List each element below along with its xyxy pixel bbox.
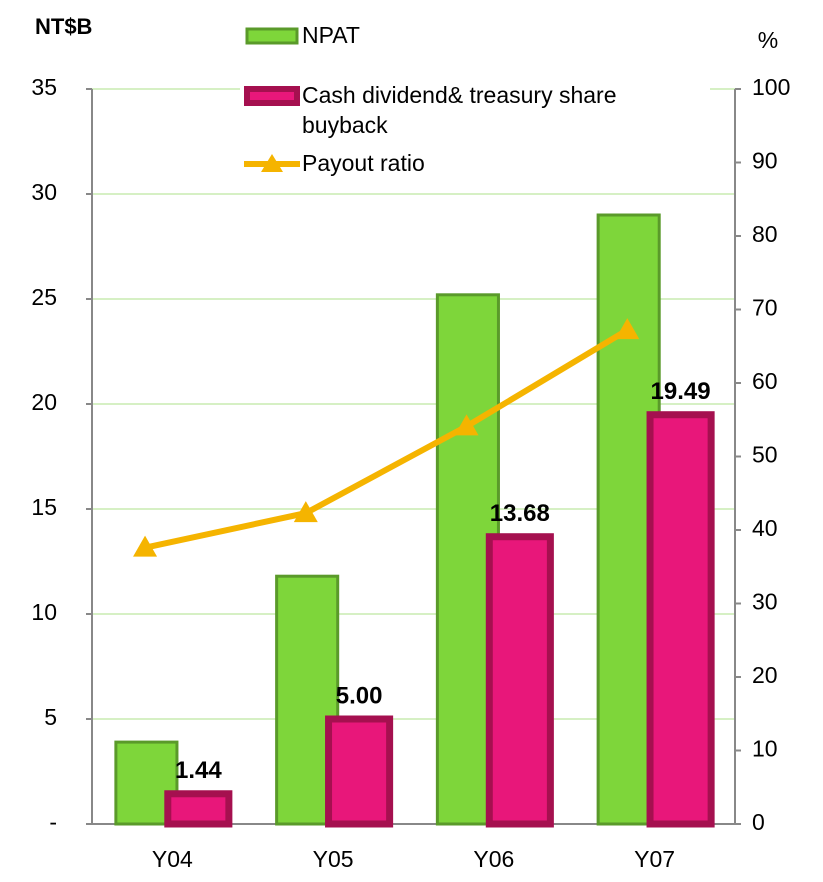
bar [325,715,394,828]
legend-swatch [244,154,300,172]
line-marker [133,535,158,557]
x-tick-label: Y04 [152,846,193,872]
legend-label: Cash dividend& treasury share buyback [302,82,617,138]
legend-label: Payout ratio [302,150,425,176]
line-marker [293,501,318,523]
bar [275,574,340,826]
data-label: 1.44 [175,757,222,784]
line [144,327,629,551]
data-label: 5.00 [336,682,383,709]
y-tick-label: 10 [31,599,57,625]
legend-item: Payout ratio [244,148,704,178]
data-label: 13.68 [490,500,550,527]
y2-tick-label: 50 [752,442,778,468]
y2-tick-label: 40 [752,515,778,541]
y2-tick-label: 0 [752,809,765,835]
legend-item: NPAT [244,20,704,50]
y-tick-label: 35 [31,74,57,100]
legend-item: Cash dividend& treasury share buyback [244,80,704,140]
y-tick-label: 5 [44,704,57,730]
x-tick-label: Y06 [473,846,514,872]
y-tick-label: - [49,809,57,835]
legend-swatch [245,27,299,45]
y2-tick-label: 70 [752,295,778,321]
legend-marker [261,154,283,172]
y2-tick-label: 90 [752,148,778,174]
line-marker [454,414,479,436]
y2-tick-label: 10 [752,736,778,762]
legend-rect [245,27,299,45]
bar [485,533,554,828]
legend: NPAT Cash dividend& treasury share buybac… [240,20,710,190]
legend-swatch [244,86,300,106]
x-tick-label: Y07 [634,846,675,872]
y2-axis-title: % [758,27,778,53]
bar [646,411,715,828]
y2-tick-label: 80 [752,221,778,247]
y2-tick-label: 20 [752,662,778,688]
legend-label: NPAT [302,22,360,48]
bar [164,790,233,828]
y-tick-label: 15 [31,494,57,520]
y-tick-label: 30 [31,179,57,205]
y-axis-title: NT$B [35,14,92,39]
line-marker [615,318,640,340]
data-label: 19.49 [651,378,711,405]
y2-tick-label: 60 [752,368,778,394]
x-tick-label: Y05 [313,846,354,872]
y-tick-label: 20 [31,389,57,415]
y2-tick-label: 100 [752,74,790,100]
y2-tick-label: 30 [752,589,778,615]
y-tick-label: 25 [31,284,57,310]
legend-rect [244,86,300,106]
